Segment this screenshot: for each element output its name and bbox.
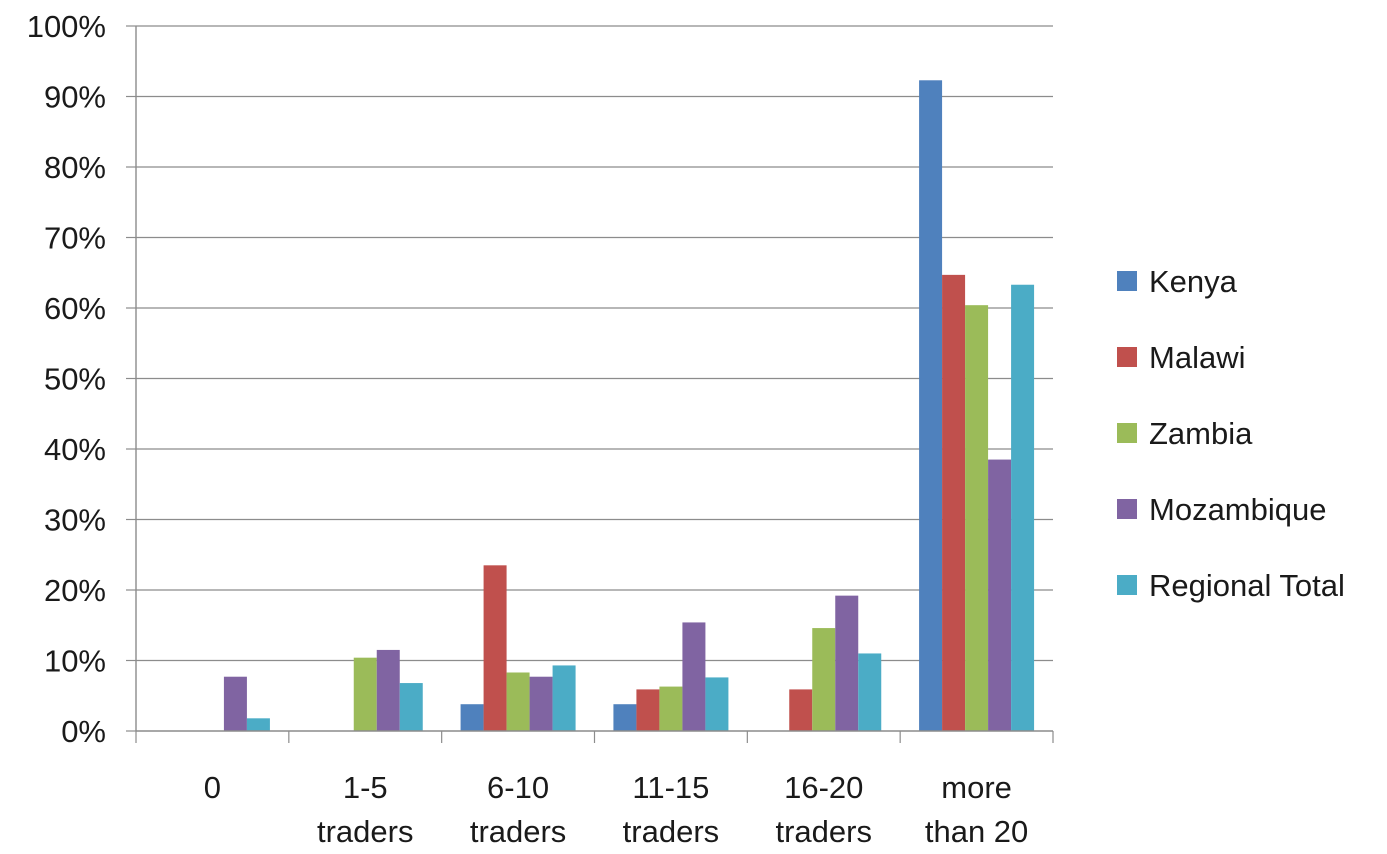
y-tick-label: 30% <box>44 503 106 538</box>
y-tick-label: 40% <box>44 432 106 467</box>
y-tick-label: 80% <box>44 150 106 185</box>
x-tick-label: 0 <box>204 770 221 805</box>
legend-item: Malawi <box>1117 340 1245 375</box>
x-tick-label: 1-5 <box>343 770 388 805</box>
legend-swatch <box>1117 423 1137 443</box>
y-tick-label: 50% <box>44 362 106 397</box>
y-tick-label: 100% <box>27 9 106 44</box>
gridlines <box>136 25 1053 662</box>
bar-zambia <box>353 657 377 731</box>
legend-item: Kenya <box>1117 264 1238 299</box>
legend-item: Mozambique <box>1117 492 1326 527</box>
y-tick-label: 10% <box>44 644 106 679</box>
x-tick-label: 16-20 <box>784 770 863 805</box>
bar-mozambique <box>988 459 1012 731</box>
x-tick-label: traders <box>470 814 566 849</box>
legend-label: Regional Total <box>1149 568 1345 603</box>
legend-swatch <box>1117 499 1137 519</box>
bar-regional-total <box>399 683 423 731</box>
legend-swatch <box>1117 575 1137 595</box>
bar-regional-total <box>858 653 882 731</box>
legend-label: Mozambique <box>1149 492 1326 527</box>
legend-swatch <box>1117 347 1137 367</box>
bar-mozambique <box>529 676 553 731</box>
bar-mozambique <box>223 676 247 731</box>
y-tick-label: 90% <box>44 80 106 115</box>
bar-regional-total <box>705 677 729 731</box>
y-tick-label: 0% <box>61 714 106 749</box>
legend-item: Zambia <box>1117 416 1253 451</box>
bar-malawi <box>636 689 660 731</box>
y-tick-label: 60% <box>44 291 106 326</box>
x-tick-label: more <box>941 770 1012 805</box>
bar-kenya <box>613 704 637 731</box>
x-tick-label: traders <box>317 814 413 849</box>
tick-labels: 0% 10% 20% 30% 40% 50% 60% 70% 80% 90% 100% 0 1-5 tra… <box>27 9 1029 849</box>
y-tick-label: 70% <box>44 221 106 256</box>
x-tick-label: traders <box>776 814 872 849</box>
axes <box>126 25 1054 743</box>
legend: Kenya Malawi Zambia Mozambique Regional Tota… <box>1117 264 1345 603</box>
legend-label: Kenya <box>1149 264 1238 299</box>
bar-zambia <box>965 305 989 731</box>
bar-malawi <box>942 274 966 731</box>
x-tick-label: traders <box>623 814 719 849</box>
bar-kenya <box>919 80 943 731</box>
legend-label: Zambia <box>1149 416 1253 451</box>
bars <box>223 80 1035 731</box>
bar-malawi <box>789 689 813 731</box>
bar-zambia <box>812 628 836 731</box>
x-tick-label: 11-15 <box>632 770 709 805</box>
legend-label: Malawi <box>1149 340 1245 375</box>
bar-kenya <box>460 704 484 731</box>
bar-zambia <box>659 686 683 731</box>
bar-regional-total <box>552 665 576 731</box>
bar-mozambique <box>376 649 400 731</box>
x-tick-label: than 20 <box>925 814 1028 849</box>
legend-swatch <box>1117 271 1137 291</box>
x-tick-label: 6-10 <box>487 770 549 805</box>
bar-malawi <box>483 565 507 731</box>
legend-item: Regional Total <box>1117 568 1345 603</box>
bar-regional-total <box>1011 284 1035 731</box>
bar-zambia <box>506 672 530 731</box>
bar-mozambique <box>835 595 859 731</box>
bar-regional-total <box>246 718 270 731</box>
y-tick-label: 20% <box>44 573 106 608</box>
bar-mozambique <box>682 622 706 731</box>
